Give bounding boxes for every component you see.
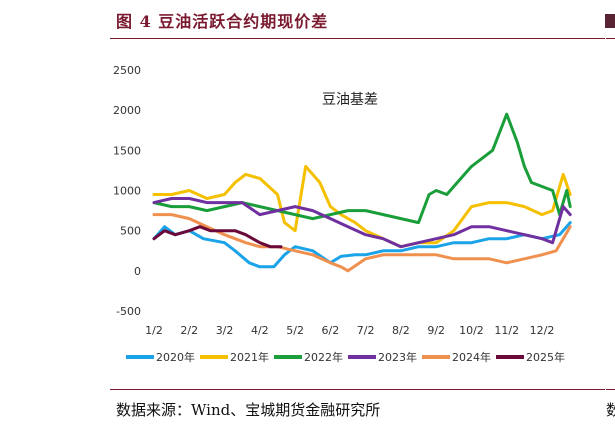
- adjacent-divider: [606, 38, 615, 39]
- legend-label: 2021年: [230, 350, 269, 364]
- adjacent-divider-bottom: [606, 389, 615, 390]
- y-tick-label: 500: [120, 225, 141, 238]
- x-tick-label: 5/2: [286, 324, 304, 337]
- y-tick-label: 2500: [113, 64, 141, 77]
- y-tick-label: 1000: [113, 185, 141, 198]
- legend: 2020年 2021年 2022年 2023年 2024年 2025年: [126, 350, 565, 364]
- plot-area: [152, 112, 572, 273]
- y-tick-label: 1500: [113, 144, 141, 157]
- x-tick-label: 7/2: [357, 324, 375, 337]
- legend-label: 2025年: [526, 350, 565, 364]
- y-axis: 2500 2000 1500 1000 500 0 -500: [113, 64, 141, 318]
- legend-label: 2020年: [156, 350, 195, 364]
- series-line: [152, 221, 572, 269]
- chart-title: 豆油基差: [322, 91, 378, 108]
- y-tick-label: 2000: [113, 104, 141, 117]
- title-divider: [110, 38, 605, 39]
- series-line: [152, 225, 283, 249]
- x-tick-label: 6/2: [322, 324, 340, 337]
- y-tick-label: 0: [134, 265, 141, 278]
- x-tick-label: 9/2: [427, 324, 445, 337]
- legend-label: 2022年: [304, 350, 343, 364]
- x-tick-label: 1/2: [145, 324, 163, 337]
- x-tick-label: 12/2: [530, 324, 555, 337]
- source-divider: [110, 389, 605, 390]
- x-tick-label: 3/2: [216, 324, 234, 337]
- series-line: [152, 164, 572, 249]
- data-source: 数据来源：Wind、宝城期货金融研究所: [116, 401, 381, 419]
- x-tick-label: 4/2: [251, 324, 269, 337]
- x-tick-label: 8/2: [392, 324, 410, 337]
- legend-label: 2023年: [378, 350, 417, 364]
- x-tick-label: 11/2: [494, 324, 519, 337]
- series-line: [152, 213, 572, 273]
- legend-label: 2024年: [452, 350, 491, 364]
- figure-title: 图 4 豆油活跃合约期现价差: [116, 12, 329, 31]
- adjacent-text-fragment: 数: [606, 401, 615, 419]
- x-tick-label: 2/2: [180, 324, 198, 337]
- x-tick-label: 10/2: [459, 324, 484, 337]
- adjacent-figure-fragment: [605, 14, 615, 28]
- y-tick-label: -500: [116, 305, 141, 318]
- series-line: [152, 197, 572, 249]
- series-line: [152, 112, 572, 225]
- x-axis: 1/2 2/2 3/2 4/2 5/2 6/2 7/2 8/2 9/2 10/2 11/2 12/2: [145, 324, 554, 337]
